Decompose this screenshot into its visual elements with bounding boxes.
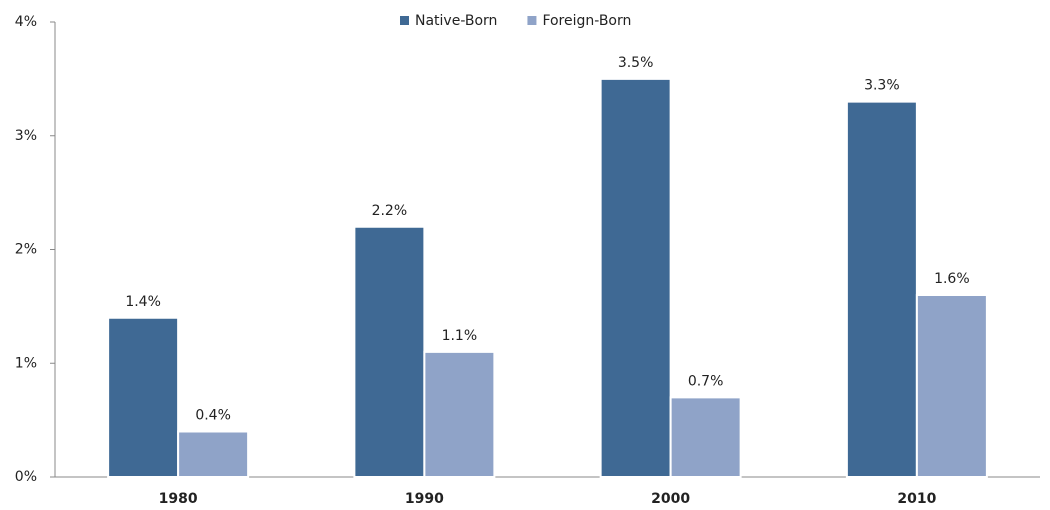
value-label: 0.7% [688,373,724,389]
bar [177,430,250,478]
value-label: 2.2% [372,203,408,219]
legend-label: Foreign-Born [542,13,631,29]
value-label: 3.5% [618,55,654,71]
value-label: 3.3% [864,78,900,94]
bar [845,100,918,478]
y-tick-label: 2% [15,242,37,258]
bar [915,294,988,478]
x-tick-label: 2010 [897,491,936,507]
legend-swatch [527,16,537,25]
x-tick-label: 2000 [651,491,690,507]
legend-swatch [400,16,409,25]
bar [353,225,426,478]
x-tick-label: 1990 [405,491,444,507]
y-tick-label: 0% [15,469,37,485]
y-tick-label: 4% [15,14,37,30]
bar [599,77,672,478]
bar [107,316,180,478]
value-label: 1.1% [442,328,478,344]
y-tick-label: 1% [15,355,37,371]
y-tick-label: 3% [15,128,37,144]
bar [423,350,496,478]
x-tick-label: 1980 [159,491,198,507]
bar [669,396,742,478]
legend-label: Native-Born [415,13,497,29]
value-label: 0.4% [195,408,231,424]
value-label: 1.4% [125,294,161,310]
value-label: 1.6% [934,271,970,287]
